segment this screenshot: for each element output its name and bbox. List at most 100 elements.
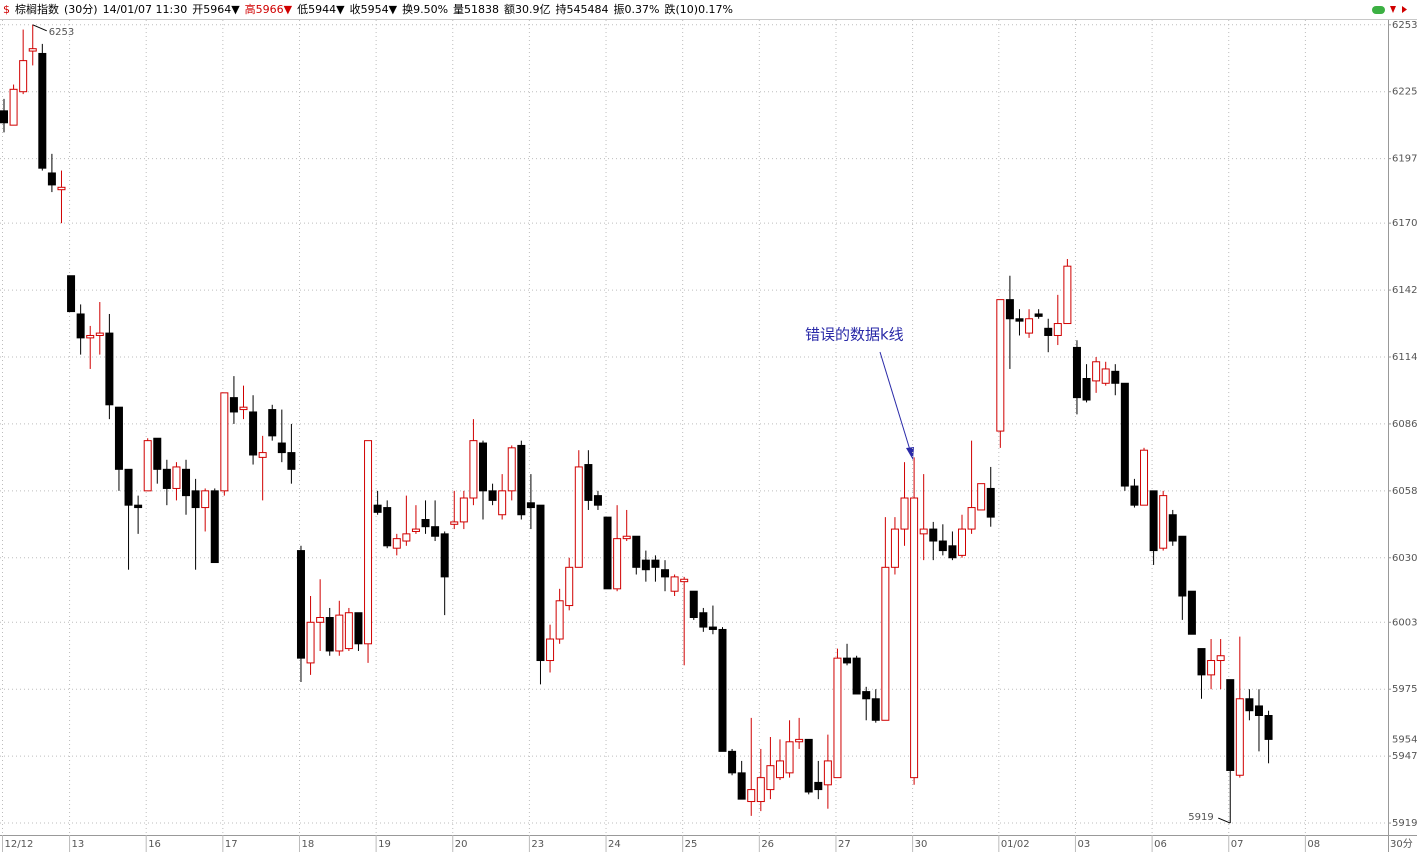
candle-body [1092,361,1101,382]
x-tick-label: 07 [1231,839,1244,850]
candle-body [565,566,574,607]
x-tick-label: 19 [378,839,391,850]
x-tick-label: 17 [225,839,238,850]
candle-body [1207,660,1216,676]
candle-body [967,507,976,530]
candle-body [287,452,296,470]
candle-body [890,528,899,568]
candle-body [670,576,679,592]
candle-body [814,781,823,791]
candle-body [76,313,85,339]
candle-body [411,528,420,532]
candle-body [507,447,516,492]
candle-body [632,535,641,568]
candle-body [785,741,794,774]
candle-body [306,621,315,664]
candle-body [728,750,737,774]
candle-body [622,535,631,540]
candle-body [153,437,162,470]
arrow-icon[interactable] [1390,6,1396,13]
candle-body [1197,648,1206,676]
status-icon[interactable] [1372,6,1385,14]
candle-body [536,504,545,662]
candle-body [1130,485,1139,506]
candle-body [459,497,468,523]
candle-body [718,628,727,752]
candle-body [737,772,746,800]
candle-body [517,444,526,516]
y-tick-label: 6170 [1392,218,1417,229]
y-tick-label: 6114 [1392,352,1417,363]
y-tick-label: 6225 [1392,87,1417,98]
y-tick-label: 6197 [1392,154,1417,165]
candle-body [124,468,133,506]
candle-body [1216,655,1225,662]
y-tick-label: 5947 [1392,751,1417,762]
x-tick-label: 30 [915,839,928,850]
candle-body [651,559,660,568]
y-tick-label: 6086 [1392,419,1417,430]
y-tick-label: 6253 [1392,20,1417,31]
y-tick-label: 6003 [1392,617,1417,628]
candle-body [919,528,928,535]
x-tick-label: 01/02 [1001,839,1030,850]
candle-body [680,578,689,583]
candle-body [450,521,459,525]
y-tick-label: 5975 [1392,684,1417,695]
candle-body [1187,590,1196,635]
candle-body [210,490,219,564]
candle-body [823,760,832,786]
candle-body [325,617,334,652]
low-label: 5919 [1188,812,1213,823]
candle-body [1140,449,1149,506]
candle-body [95,332,104,336]
x-tick-label: 27 [838,839,851,850]
header-text: 棕榈指数 [15,2,59,16]
y-tick-label: 5919 [1392,818,1417,829]
candle-body [440,533,449,578]
candle-body [804,738,813,793]
candle-body [258,452,267,458]
low-leader [1218,817,1231,824]
candle-body [852,657,861,695]
x-tick-label: 16 [148,839,161,850]
high-leader [32,24,47,32]
candle-body [1235,698,1244,776]
x-tick-label: 25 [685,839,698,850]
candle-body [948,545,957,559]
candle-body [699,612,708,628]
arrow-icon[interactable] [1402,6,1407,13]
candle-body [191,490,200,509]
candle-body [9,88,18,126]
candle-body [38,52,47,169]
candle-body [249,411,258,456]
last-price-bg [1389,733,1417,746]
candle-body [747,789,756,803]
candle-body [546,638,555,662]
candle-body [1149,490,1158,552]
candle-body [1044,327,1053,336]
y-tick-label: 6030 [1392,553,1417,564]
candle-body [1015,318,1024,322]
last-price-label: 5954 [1392,734,1417,745]
candle-body [1053,323,1062,336]
candle-body [900,497,909,530]
candle-body [296,550,305,659]
candle-body [833,657,842,779]
candle-body [910,497,919,779]
header-text: (30分) [64,3,98,16]
candle-body [373,504,382,513]
x-tick-label: 20 [455,839,468,850]
candle-body [1178,535,1187,597]
header-text: 持545484 [556,2,609,16]
x-tick-label: 12/12 [5,839,34,850]
y-tick-label: 6142 [1392,285,1417,296]
candle-body [335,614,344,652]
candle-body [1063,265,1072,325]
candle-body [938,540,947,552]
candle-body [593,495,602,506]
header-text: $ [3,3,10,16]
candle-body [661,569,670,578]
